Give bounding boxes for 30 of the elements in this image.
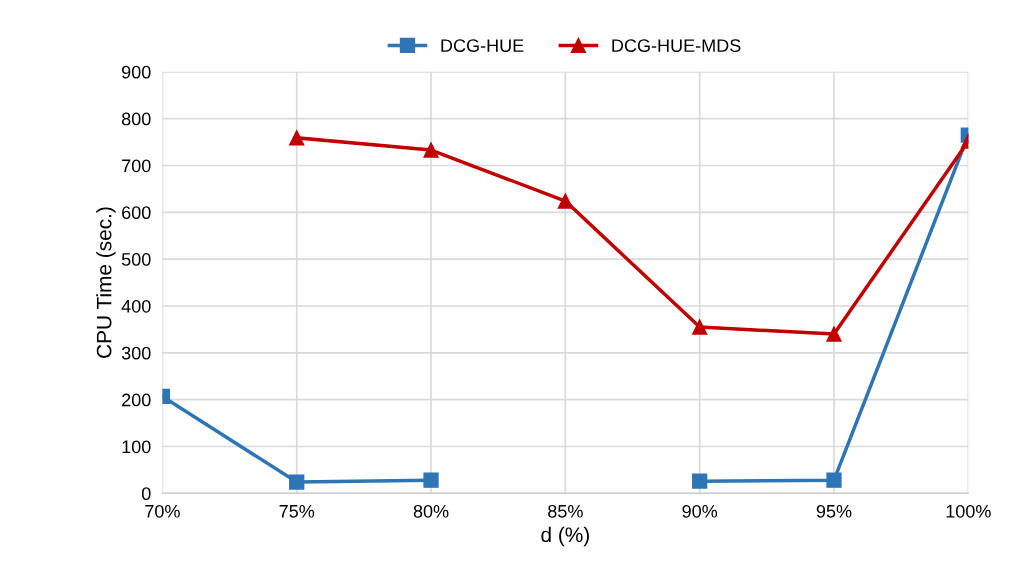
y-tick-label: 100 <box>122 440 151 454</box>
y-axis-title: CPU Time (sec.) <box>96 207 116 358</box>
y-tick-label: 400 <box>121 299 151 313</box>
legend-label: DCG-HUE <box>441 39 524 52</box>
x-tick-label: 100% <box>946 504 991 518</box>
point <box>289 130 305 146</box>
y-tick-label: 200 <box>122 393 151 407</box>
y-tick-label: 0 <box>141 487 151 501</box>
point <box>423 142 439 158</box>
x-tick-label: 90% <box>682 504 718 518</box>
point <box>826 326 842 342</box>
y-tick-label: 800 <box>121 112 151 126</box>
x-tick-label: 70% <box>145 504 180 518</box>
x-tick-label: 75% <box>279 504 315 518</box>
y-tick-label: 900 <box>122 65 151 79</box>
x-axis-title: d (%) <box>541 526 589 547</box>
point <box>557 193 573 209</box>
y-tick-label: 600 <box>122 206 151 220</box>
x-tick-label: 85% <box>548 504 583 518</box>
legend-label: DCG-HUE-MDS <box>612 39 741 52</box>
x-tick-label: 95% <box>816 504 852 518</box>
y-tick-label: 500 <box>121 253 151 266</box>
point <box>423 472 439 488</box>
y-tick-label: 700 <box>122 159 151 173</box>
point <box>826 472 842 488</box>
y-tick-label: 300 <box>121 346 151 360</box>
point <box>289 474 305 490</box>
x-tick-label: 80% <box>413 504 449 518</box>
point <box>692 473 708 489</box>
point <box>692 319 708 335</box>
